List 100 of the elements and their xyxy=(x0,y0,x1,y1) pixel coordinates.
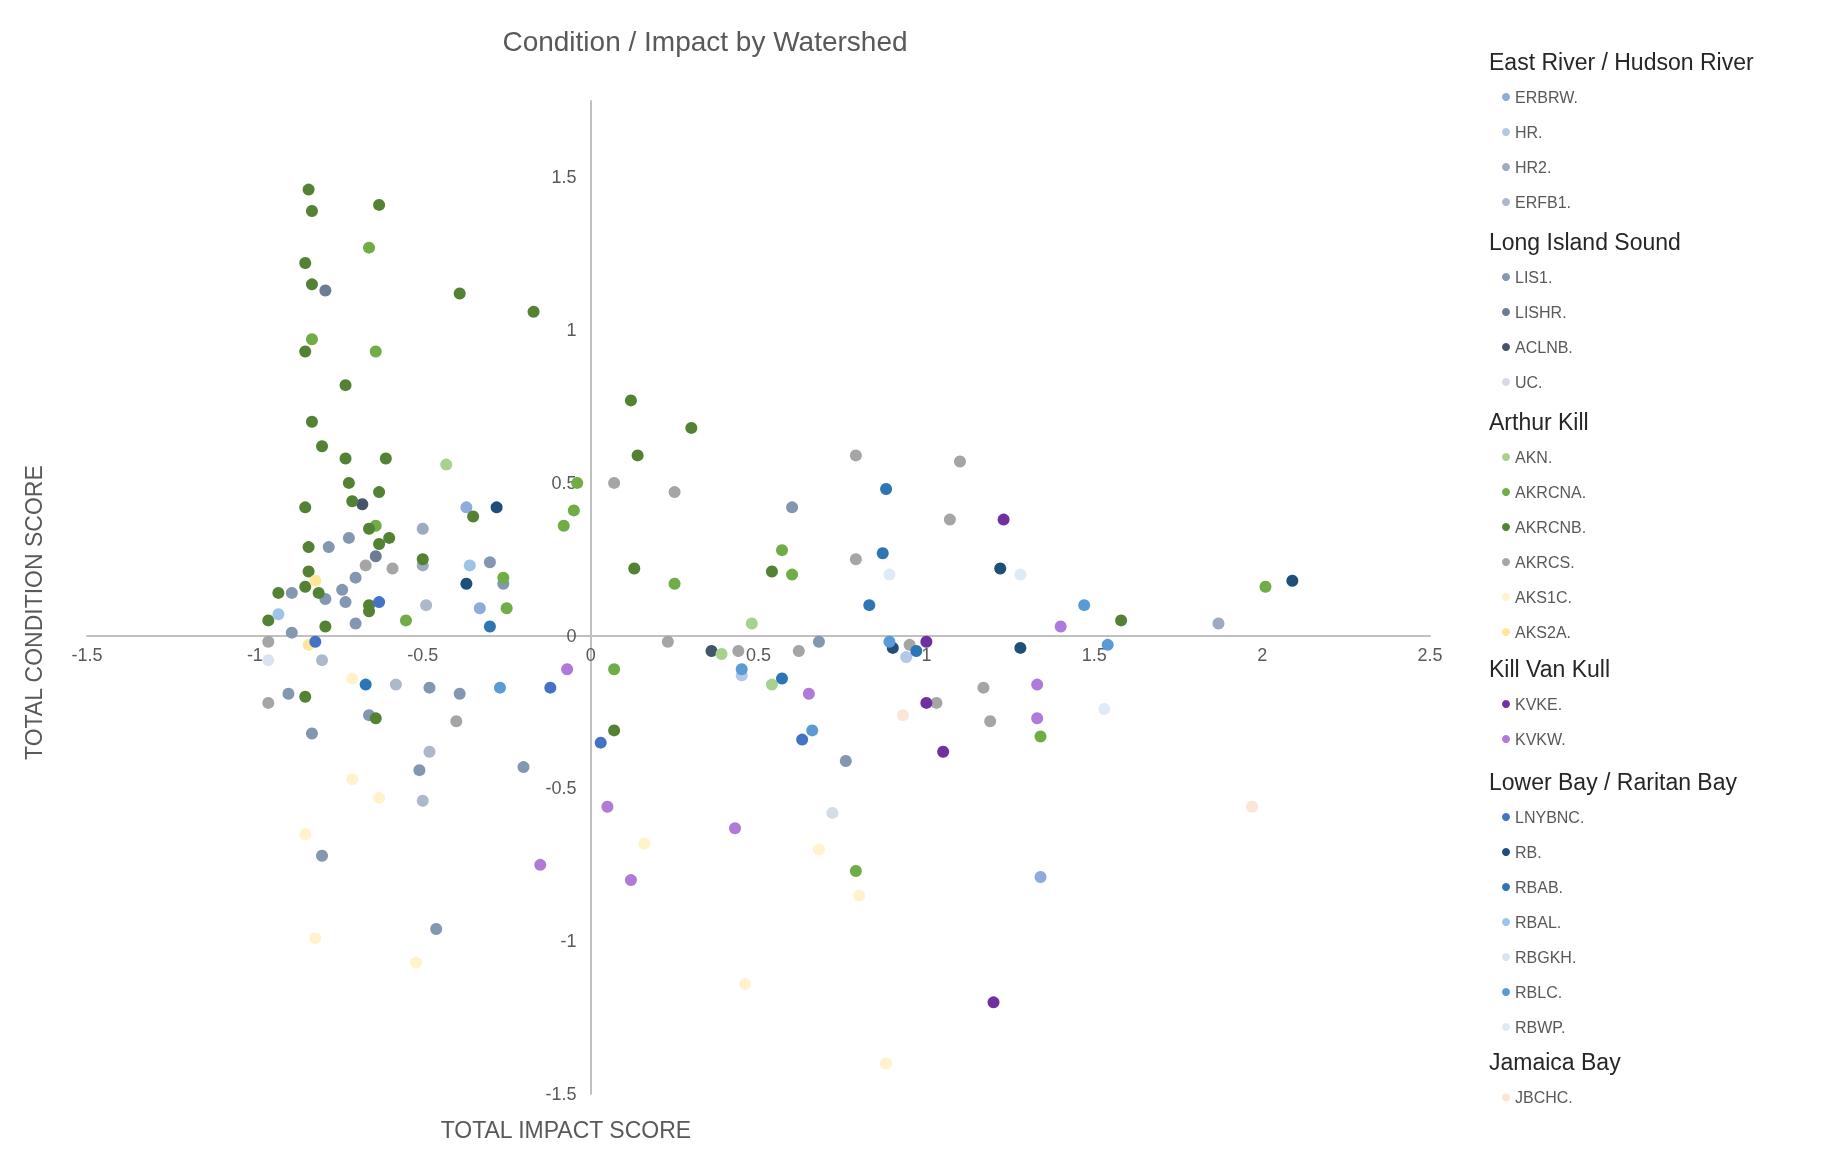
point xyxy=(305,205,318,217)
point xyxy=(373,198,386,211)
point xyxy=(453,287,466,300)
point xyxy=(386,562,399,575)
point xyxy=(369,550,382,563)
point xyxy=(534,858,547,871)
point xyxy=(776,544,788,557)
point xyxy=(282,687,295,700)
point xyxy=(316,440,329,453)
point xyxy=(1212,617,1225,630)
point xyxy=(561,663,574,676)
point xyxy=(423,681,436,694)
point xyxy=(812,843,825,856)
point xyxy=(262,696,275,709)
y-tick-label: -0.5 xyxy=(545,778,577,799)
legend-label: AKS1C. xyxy=(1515,588,1572,606)
point xyxy=(1115,614,1128,627)
point xyxy=(776,672,788,685)
point xyxy=(765,565,778,578)
x-tick-label: 0 xyxy=(585,644,596,665)
point xyxy=(900,651,913,664)
legend-label: RBAL. xyxy=(1515,913,1562,931)
point xyxy=(786,568,799,581)
point xyxy=(601,800,614,813)
point xyxy=(342,476,355,489)
point xyxy=(383,531,396,544)
point xyxy=(346,495,359,508)
point xyxy=(413,764,426,777)
point xyxy=(729,822,741,835)
point xyxy=(920,696,933,709)
legend-label: RB. xyxy=(1515,843,1542,861)
point xyxy=(624,394,637,407)
point xyxy=(305,333,318,346)
legend-label: HR. xyxy=(1515,123,1543,141)
point xyxy=(460,501,473,514)
x-tick-label: 1 xyxy=(921,644,932,665)
point xyxy=(356,498,369,511)
text: Long Island Sound xyxy=(1489,228,1681,255)
point xyxy=(363,241,376,254)
legend-label: RBLC. xyxy=(1515,983,1563,1001)
point xyxy=(937,745,950,758)
point xyxy=(849,553,862,566)
point xyxy=(285,626,298,639)
point xyxy=(305,278,318,291)
point xyxy=(339,452,352,465)
legend-label: ACLNB. xyxy=(1515,338,1573,356)
point xyxy=(792,644,805,657)
point xyxy=(567,504,580,517)
legend-label: RBWP. xyxy=(1515,1018,1566,1036)
point xyxy=(668,577,681,590)
legend-label: LIS1. xyxy=(1515,268,1553,286)
point xyxy=(369,712,382,725)
point xyxy=(883,635,896,648)
point xyxy=(849,449,862,462)
point xyxy=(1014,568,1027,581)
legend-label: JBCHC. xyxy=(1515,1089,1573,1106)
point xyxy=(305,415,318,428)
x-axis-title: TOTAL IMPACT SCORE xyxy=(440,1116,692,1143)
point xyxy=(544,681,557,694)
point xyxy=(302,183,315,196)
point xyxy=(631,449,644,462)
point xyxy=(705,644,718,657)
point xyxy=(262,635,275,648)
legend-label: HR2. xyxy=(1515,158,1552,176)
point xyxy=(312,586,325,599)
point xyxy=(745,617,758,630)
point xyxy=(608,663,621,676)
point xyxy=(316,849,329,862)
y-axis-title: TOTAL CONDITION SCORE xyxy=(20,465,47,760)
x-tick-label: -0.5 xyxy=(407,644,439,665)
point xyxy=(608,476,621,489)
point xyxy=(1031,712,1044,725)
x-tick-label: 2 xyxy=(1257,644,1268,665)
point xyxy=(416,553,429,566)
point xyxy=(668,486,681,499)
point xyxy=(299,345,312,358)
point xyxy=(1259,580,1272,593)
point xyxy=(984,715,997,728)
point xyxy=(316,654,329,667)
point xyxy=(638,837,651,850)
point xyxy=(302,541,315,554)
point xyxy=(732,644,745,657)
legend-label: KVKW. xyxy=(1515,730,1566,748)
point xyxy=(420,599,433,612)
point xyxy=(349,571,362,584)
legend-label: ERFB1. xyxy=(1515,193,1572,211)
legend-label: AKRCNA. xyxy=(1515,483,1587,501)
point xyxy=(369,345,382,358)
point xyxy=(765,678,778,691)
point xyxy=(802,687,815,700)
point xyxy=(628,562,641,575)
text: Kill Van Kull xyxy=(1489,655,1611,682)
point xyxy=(309,574,322,587)
legend-label: RBGKH. xyxy=(1515,948,1577,966)
point xyxy=(416,522,429,535)
point xyxy=(299,690,312,703)
y-tick-label: 1.5 xyxy=(551,167,577,188)
point xyxy=(608,724,621,737)
point xyxy=(953,455,966,468)
point xyxy=(319,620,332,633)
